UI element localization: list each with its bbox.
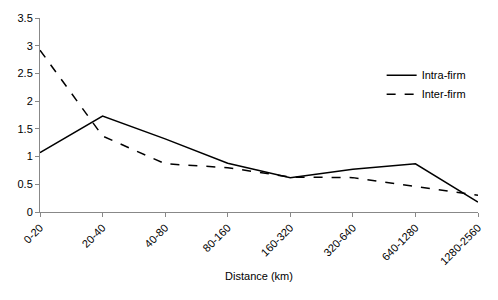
svg-text:1280-2560: 1280-2560 [438, 222, 484, 268]
svg-text:3: 3 [27, 40, 33, 52]
svg-text:Inter-firm: Inter-firm [422, 88, 466, 100]
svg-text:80-160: 80-160 [200, 222, 233, 255]
svg-text:160-320: 160-320 [259, 222, 296, 259]
svg-text:640-1280: 640-1280 [379, 222, 420, 263]
svg-text:3.5: 3.5 [18, 12, 33, 24]
svg-text:320-640: 320-640 [321, 222, 358, 259]
svg-text:Distance (km): Distance (km) [225, 270, 293, 282]
svg-text:0: 0 [27, 206, 33, 218]
svg-text:40-80: 40-80 [142, 222, 170, 250]
svg-text:2: 2 [27, 95, 33, 107]
svg-text:1.5: 1.5 [18, 123, 33, 135]
svg-text:20-40: 20-40 [79, 222, 107, 250]
svg-text:0-20: 0-20 [21, 222, 45, 246]
svg-text:2.5: 2.5 [18, 67, 33, 79]
svg-text:Intra-firm: Intra-firm [422, 69, 466, 81]
svg-text:0.5: 0.5 [18, 178, 33, 190]
svg-text:1: 1 [27, 150, 33, 162]
